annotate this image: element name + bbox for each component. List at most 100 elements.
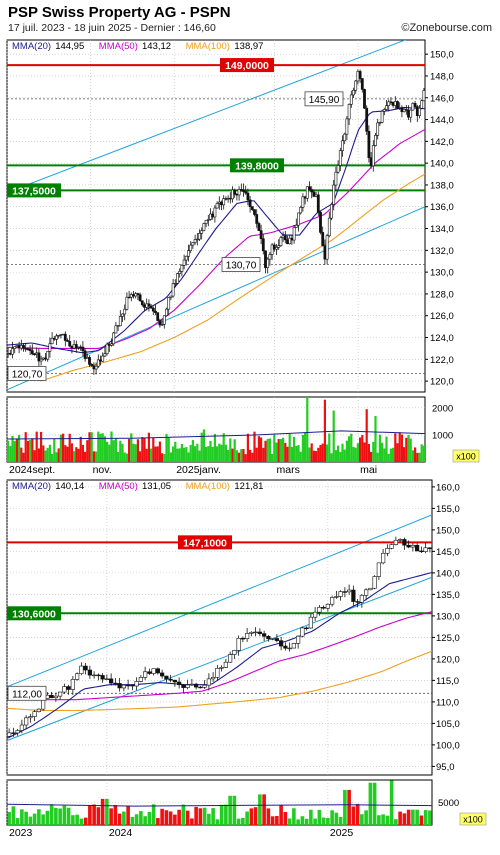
candle [290,234,294,245]
candle [44,353,47,362]
candle [257,628,262,637]
candle [37,348,41,367]
candle [147,668,152,675]
candle-body [211,676,216,680]
candle-body [330,597,335,605]
level-label-box [7,685,47,701]
volume-bar [75,814,79,825]
candle-body [222,198,226,206]
candle [61,333,65,336]
candle [11,341,14,359]
candle-body [158,320,162,326]
candle [46,351,50,362]
candle-body [57,334,61,337]
volume-bar [101,433,104,462]
candle [360,78,364,93]
volume-bar [394,819,398,825]
volume-bar [341,443,344,462]
volume-bar [130,816,135,825]
candle [87,665,92,679]
channel-upper-line [7,514,432,688]
candle-body [380,110,384,123]
candle [236,635,241,656]
volume-bar [37,448,40,462]
candle-body [279,237,283,246]
candle-body [185,684,190,688]
volume-bar [350,433,353,462]
candle-body [277,245,281,248]
candle [398,538,403,542]
candle [121,684,126,692]
volume-bar [202,807,207,825]
brand-logo: ©Zonebourse.com [401,22,492,34]
candle-body [248,199,252,207]
y-tick-label: 100,0 [436,740,460,751]
candle [279,235,283,247]
candle-body [209,213,212,220]
ma20-line [6,107,426,354]
volume-bar [405,437,408,462]
candle-body [319,211,322,233]
candle [36,708,41,713]
candle [347,584,352,595]
candle-body [187,250,190,257]
volume-bar [273,434,276,462]
candle [308,181,311,190]
candle-body [418,107,421,116]
volume-bar [191,440,194,462]
candle-body [109,678,114,684]
candle [167,296,171,316]
volume-bar [161,453,164,462]
candle-body [134,293,138,297]
candle-body [114,325,118,334]
candle [349,90,353,108]
volume-bar [13,441,16,462]
volume-bar [26,440,29,462]
candle-body [292,227,296,241]
candle-body [58,691,63,697]
candle [180,264,184,277]
candle [112,331,116,346]
candle [261,234,265,255]
candle-body [274,638,279,641]
candle [420,99,424,110]
candle-body [275,247,278,250]
candle-body [48,343,52,352]
candle-body [7,732,12,737]
candle-body [301,196,305,208]
candle [173,279,177,288]
volume-bar [286,446,289,462]
candle-body [62,686,67,693]
x-tick-label: 2024sept. [9,464,55,476]
candle-body [36,708,41,712]
candle [250,206,254,211]
candle-body [138,294,142,302]
candle [228,192,232,204]
volume-bar [249,808,254,825]
volume-bar [315,451,318,462]
candle-body [409,109,413,118]
volume-bar [83,817,88,825]
candle [355,599,360,608]
candle-body [338,591,343,597]
candle [305,186,309,202]
volume-bar [168,811,173,825]
candle [57,334,61,339]
candle [55,333,58,346]
candle [363,88,366,110]
candle [35,347,39,358]
candle [380,109,384,124]
volume-bar [147,432,150,462]
candle-body [24,348,28,350]
candle-body [55,335,58,340]
volume-bar [423,810,428,825]
volume-bar [416,452,419,462]
candle [255,209,259,228]
candle-body [325,603,330,609]
candle [342,587,347,598]
volume-bar [103,436,106,462]
candle-body [410,545,415,548]
candle-body [279,640,284,647]
legend-value: 144,95 [55,41,84,52]
volume-bar [249,449,252,462]
